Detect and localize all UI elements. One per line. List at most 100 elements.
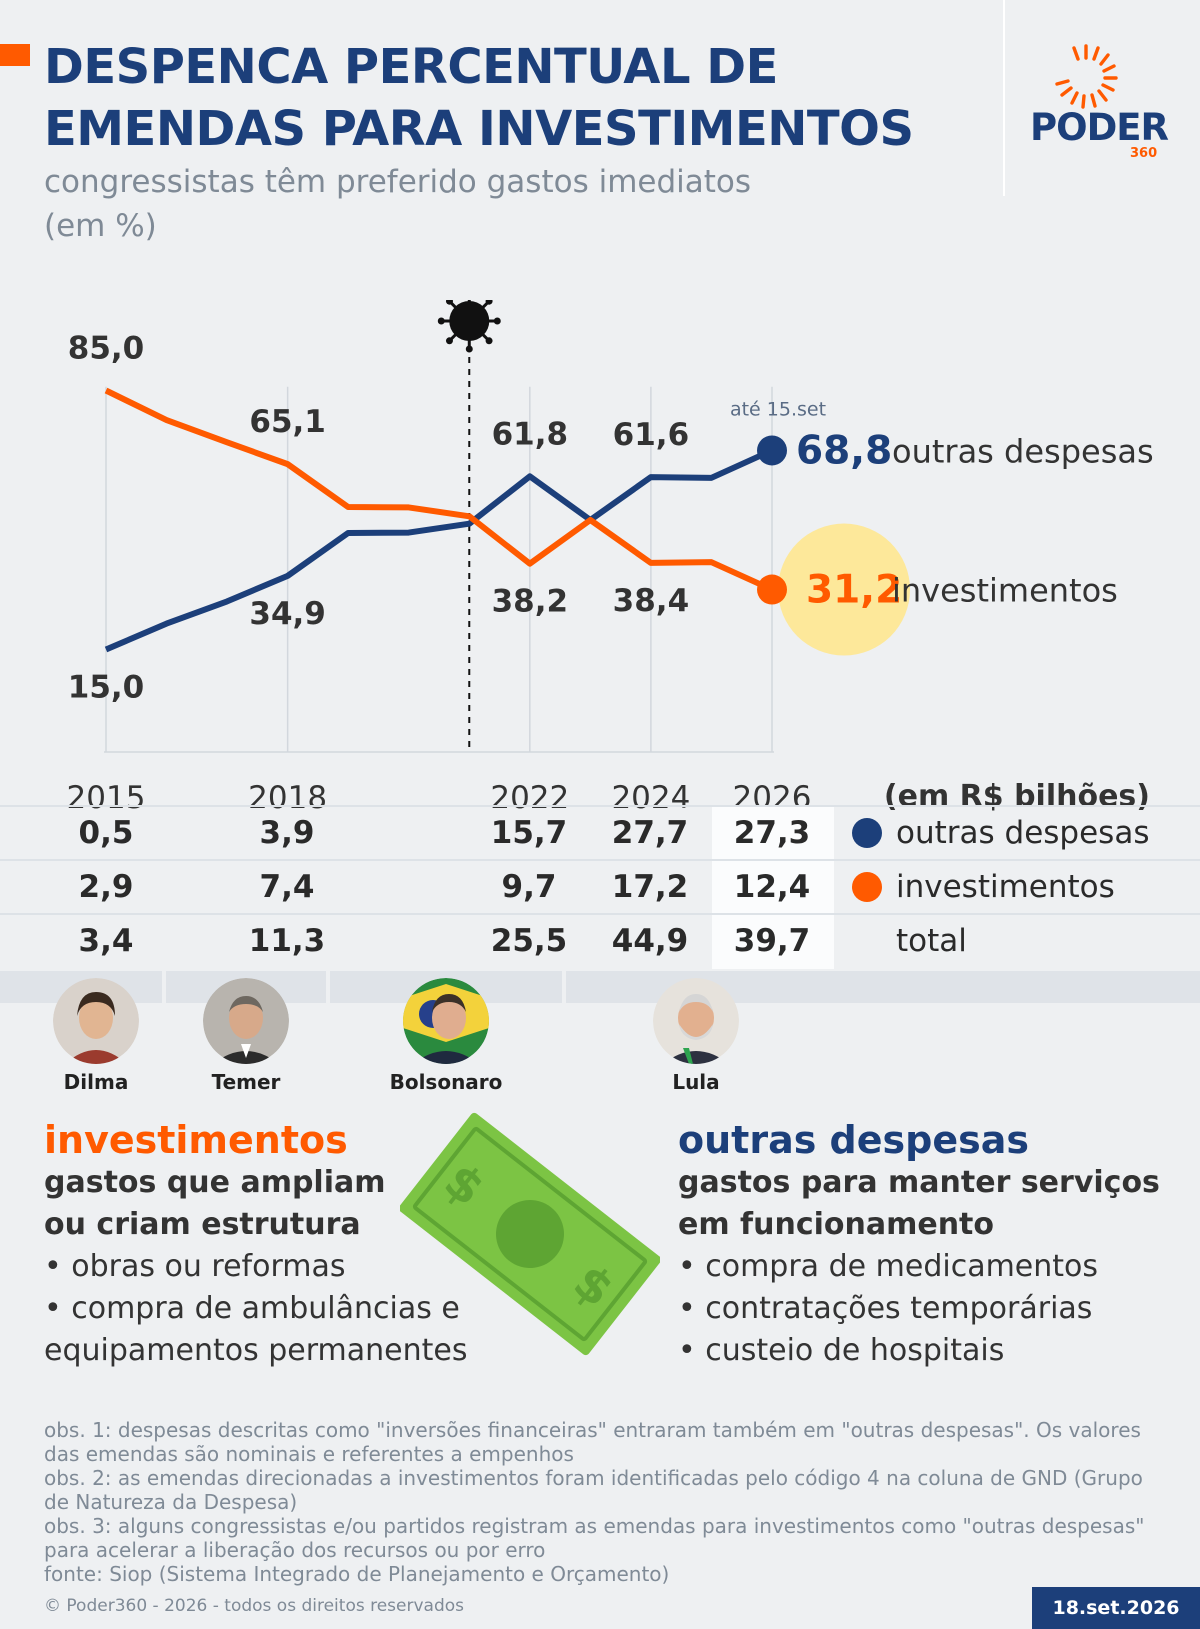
investimentos-item-1: • obras ou reformas (44, 1249, 346, 1284)
x-tick-label: 2024 (611, 780, 690, 816)
data-label: 61,6 (613, 417, 690, 453)
line-chart: 85,0 65,1 61,8 61,6 15,0 34,9 38,2 38,4 até 15.s… (67, 300, 1154, 816)
title-line-2: EMENDAS PARA INVESTIMENTOS (44, 101, 914, 157)
outras-item-2: • contratações temporárias (678, 1291, 1093, 1326)
series-line-investimentos (104, 387, 774, 593)
logo-number: 360 (1130, 146, 1158, 161)
current-year-highlight (712, 807, 834, 969)
data-label: 34,9 (249, 596, 326, 632)
investimentos-heading: investimentos (44, 1118, 348, 1162)
virus-spike-tip (485, 300, 493, 305)
investimentos-item-2b: equipamentos permanentes (44, 1333, 468, 1368)
lula-avatar (653, 978, 739, 1064)
temer-avatar (203, 978, 289, 1064)
table-row-label: total (896, 923, 967, 959)
president-temer: Temer (166, 978, 326, 1094)
outras-section: outras despesas gastos para manter servi… (678, 1118, 1178, 1372)
subtitle-line-2: (em %) (44, 208, 157, 244)
table-cell: 17,2 (611, 869, 689, 905)
virus-spike-tip (445, 337, 453, 345)
note-obs1: obs. 1: despesas descritas como "inversõ… (44, 1418, 1141, 1466)
president-name: Dilma (63, 1070, 129, 1094)
data-label: 61,8 (492, 416, 569, 452)
table-cell: 7,4 (259, 869, 315, 905)
legend-dot (852, 818, 882, 848)
table-cell: 12,4 (733, 869, 811, 905)
investimentos-item-2a: • compra de ambulâncias e (44, 1291, 460, 1326)
highlight-circle (778, 523, 910, 656)
end-value-investimentos: 31,2 (806, 568, 902, 613)
data-label: 38,2 (492, 584, 569, 620)
investimentos-section: investimentos gastos que ampliam ou cria… (44, 1118, 504, 1372)
footnotes: obs. 1: despesas descritas como "inversõ… (44, 1418, 1164, 1586)
end-note: até 15.set (730, 398, 826, 420)
title-line-1: DESPENCA PERCENTUAL DE (44, 39, 778, 95)
series-end-point (757, 435, 787, 466)
table-cell: 11,3 (248, 923, 326, 959)
title-accent-bar (0, 44, 30, 66)
table-row: 0,5 3,9 15,7 27,7 27,3 outras despesas (0, 805, 1200, 859)
x-tick-label: 2018 (248, 780, 327, 816)
note-source: fonte: Siop (Sistema Integrado de Planej… (44, 1562, 670, 1586)
outras-heading: outras despesas (678, 1118, 1029, 1162)
subtitle-line-1: congressistas têm preferido gastos imedi… (44, 164, 752, 200)
end-series-label-investimentos: investimentos (892, 572, 1118, 610)
president-lula: Lula (616, 978, 776, 1094)
end-series-label-outras: outras despesas (892, 432, 1154, 470)
data-label: 38,4 (613, 583, 690, 619)
table-cell: 9,7 (501, 869, 557, 905)
outras-item-1: • compra de medicamentos (678, 1249, 1099, 1284)
logo-wordmark: PODER (1030, 106, 1169, 149)
data-label: 15,0 (68, 670, 145, 706)
dilma-avatar (53, 978, 139, 1064)
series-end-point (757, 574, 787, 605)
page-subtitle: congressistas têm preferido gastos imedi… (44, 160, 751, 248)
data-label: 65,1 (249, 404, 326, 440)
table-row-label: outras despesas (896, 815, 1150, 851)
sun-logo-icon (1055, 44, 1118, 109)
legend-dot (852, 872, 882, 902)
outras-desc-1: gastos para manter serviços (678, 1165, 1160, 1200)
outras-desc-2: em funcionamento (678, 1207, 995, 1242)
table-row: 3,4 11,3 25,5 44,9 39,7 total (0, 913, 1200, 967)
president-name: Lula (672, 1070, 720, 1094)
investimentos-desc-1: gastos que ampliam (44, 1165, 386, 1200)
table-cell: 0,5 (78, 815, 134, 851)
virus-spike-tip (465, 345, 473, 353)
series-line-outras (104, 447, 774, 653)
x-tick-label: 2022 (490, 780, 569, 816)
table-cell: 27,3 (733, 815, 811, 851)
money-bill-icon: $ $ (400, 1112, 660, 1356)
investimentos-desc-2: ou criam estrutura (44, 1207, 361, 1242)
virus-spike-tip (485, 337, 493, 345)
table-cell: 2,9 (78, 869, 134, 905)
table-cell: 15,7 (490, 815, 568, 851)
table-cell: 3,4 (78, 923, 134, 959)
table-row: 2,9 7,4 9,7 17,2 12,4 investimentos (0, 859, 1200, 913)
x-tick-label: 2015 (67, 780, 146, 816)
header-divider (1003, 0, 1005, 196)
page-title: DESPENCA PERCENTUAL DE EMENDAS PARA INVE… (44, 36, 944, 160)
table-cell: 39,7 (733, 923, 811, 959)
table-cell: 27,7 (611, 815, 689, 851)
virus-spike-tip (437, 317, 445, 325)
note-obs2: obs. 2: as emendas direcionadas a invest… (44, 1466, 1143, 1514)
table-unit-label: (em R$ bilhões) (884, 779, 1150, 814)
copyright: © Poder360 - 2026 - todos os direitos re… (44, 1596, 465, 1616)
virus-spike-tip (493, 317, 501, 325)
table-row-label: investimentos (896, 869, 1115, 905)
president-dilma: Dilma (16, 978, 176, 1094)
president-name: Temer (211, 1070, 281, 1094)
note-obs3: obs. 3: alguns congressistas e/ou partid… (44, 1514, 1145, 1562)
table-cell: 25,5 (490, 923, 568, 959)
table-cell: 3,9 (259, 815, 315, 851)
data-label: 85,0 (68, 331, 145, 367)
bolsonaro-avatar (403, 978, 489, 1064)
covid-virus-icon (449, 301, 490, 341)
virus-spike-tip (445, 300, 453, 305)
date-badge: 18.set.2026 (1032, 1587, 1200, 1629)
outras-item-3: • custeio de hospitais (678, 1333, 1005, 1368)
table-cell: 44,9 (611, 923, 689, 959)
end-value-outras: 68,8 (796, 428, 892, 473)
president-name: Bolsonaro (389, 1070, 503, 1094)
